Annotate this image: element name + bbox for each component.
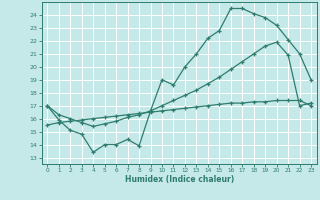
X-axis label: Humidex (Indice chaleur): Humidex (Indice chaleur) xyxy=(124,175,234,184)
